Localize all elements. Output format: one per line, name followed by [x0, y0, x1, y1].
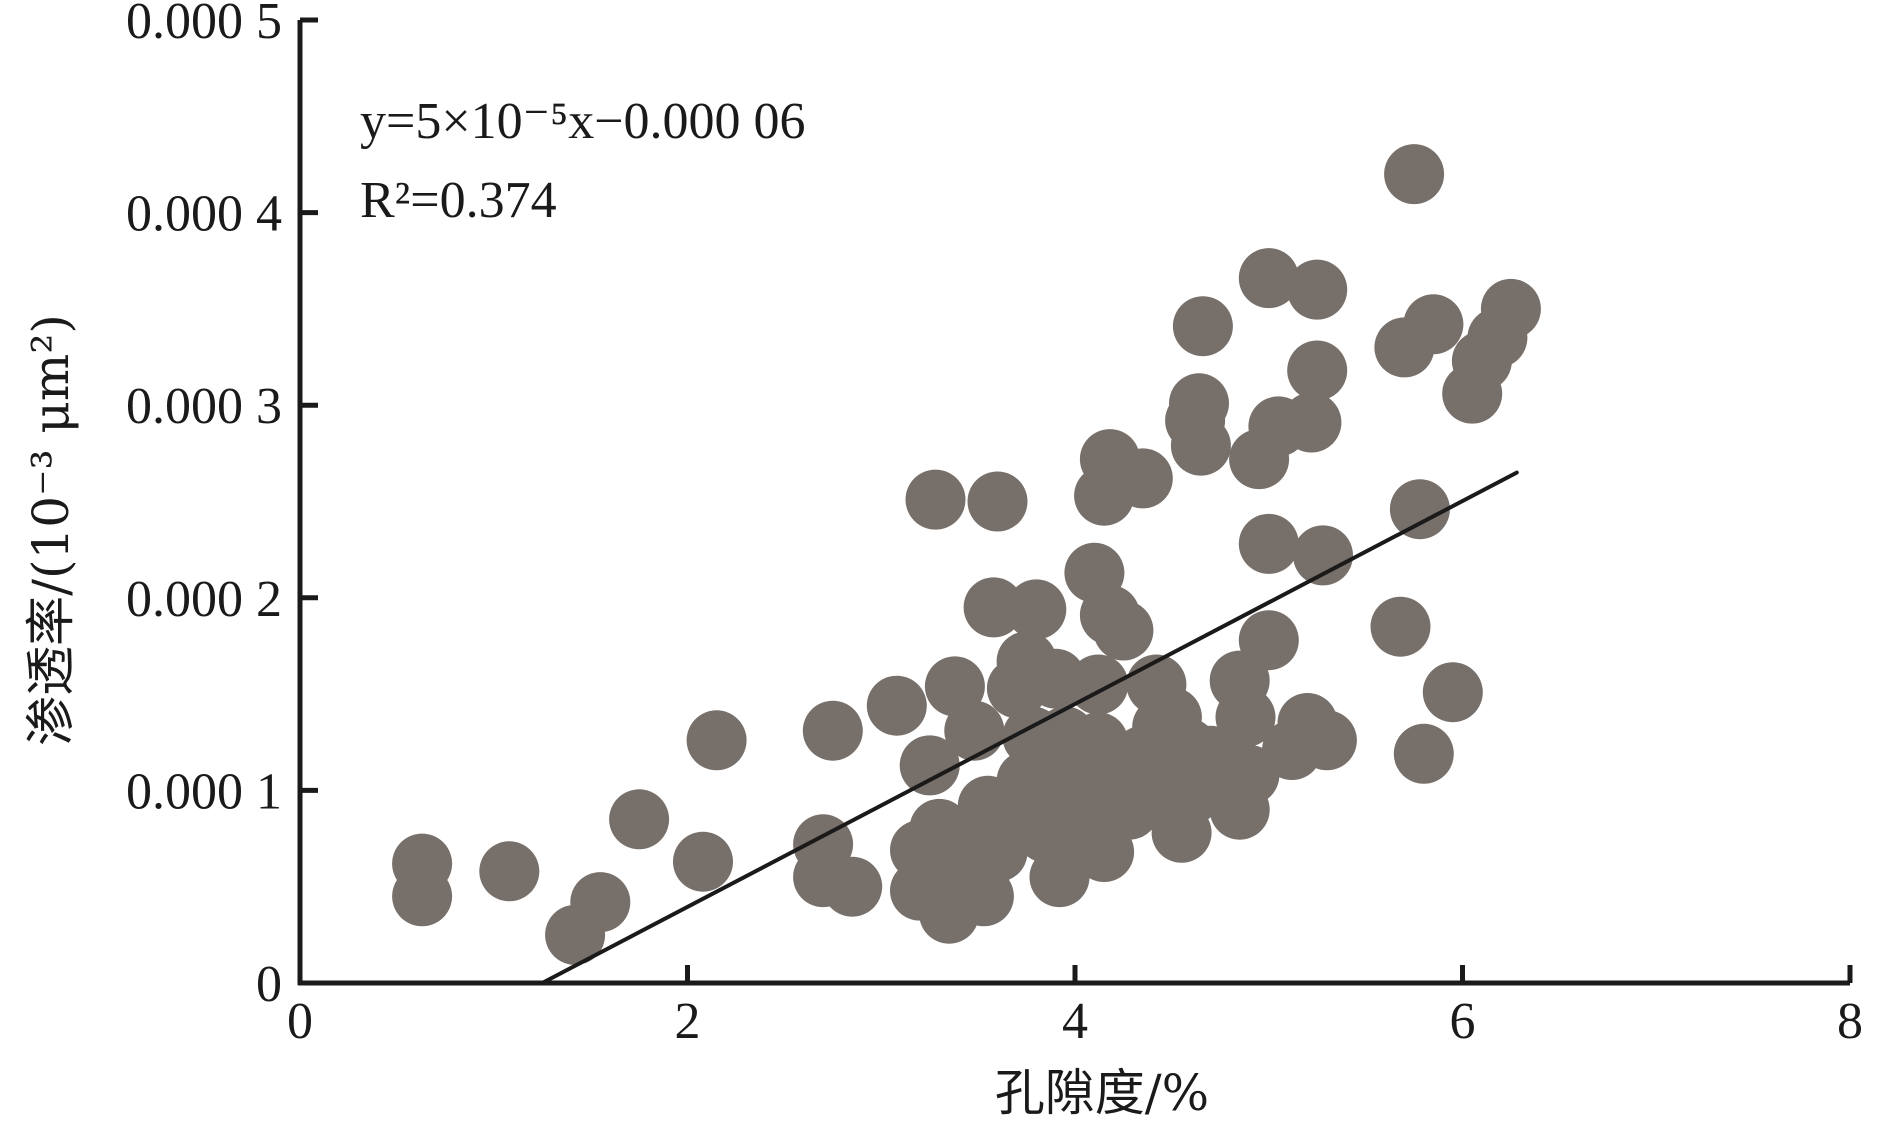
- data-point: [1093, 600, 1154, 661]
- data-point: [1384, 144, 1445, 205]
- data-point: [1170, 415, 1231, 476]
- data-point: [1480, 278, 1541, 339]
- data-point: [905, 469, 966, 530]
- data-point: [1403, 294, 1464, 355]
- data-points: [392, 144, 1541, 965]
- data-point: [866, 675, 927, 736]
- x-tick-label: 6: [1450, 993, 1476, 1050]
- data-point: [802, 700, 863, 761]
- data-point: [1215, 687, 1276, 748]
- data-point: [1370, 596, 1431, 657]
- data-point: [392, 866, 453, 927]
- data-point: [1281, 392, 1342, 453]
- axis-ticks: [297, 17, 1853, 986]
- data-point: [1287, 340, 1348, 401]
- data-point: [1238, 513, 1299, 574]
- data-point: [1169, 373, 1229, 434]
- y-tick-label: 0: [256, 956, 282, 1013]
- y-tick-label: 0.000 5: [126, 0, 282, 50]
- x-tick-label: 4: [1062, 993, 1088, 1050]
- data-point: [673, 831, 733, 892]
- y-tick-label: 0.000 4: [126, 186, 282, 243]
- data-point: [479, 841, 540, 902]
- data-point: [963, 577, 1024, 638]
- axis-tick-labels: 0 0.000 1 0.000 2 0.000 3 0.000 4 0.000 5 0 2 4 6…: [126, 0, 1863, 1050]
- x-tick-label: 0: [287, 993, 313, 1050]
- data-point: [609, 789, 670, 850]
- r-squared-label: R²=0.374: [360, 172, 557, 229]
- data-point: [1296, 710, 1357, 771]
- data-point: [686, 710, 747, 771]
- y-tick-label: 0.000 3: [126, 378, 282, 435]
- data-point: [1287, 259, 1348, 320]
- x-tick-label: 8: [1837, 993, 1863, 1050]
- regression-line: [540, 470, 1519, 985]
- data-point: [1006, 579, 1067, 640]
- data-point: [967, 471, 1028, 532]
- x-axis-title: 孔隙度/%: [995, 1064, 1209, 1122]
- data-point: [1393, 723, 1454, 784]
- data-point: [1293, 525, 1353, 586]
- data-point: [899, 735, 960, 796]
- y-tick-label: 0.000 2: [126, 571, 282, 628]
- data-point: [1422, 662, 1483, 723]
- data-point: [570, 872, 631, 933]
- data-point: [822, 856, 883, 917]
- data-point: [1112, 448, 1173, 509]
- data-point: [1389, 479, 1450, 540]
- y-axis-title: 渗透率/(10⁻³ μm²): [22, 314, 80, 746]
- data-point: [1068, 654, 1129, 715]
- y-tick-label: 0.000 1: [126, 763, 282, 820]
- data-point: [1172, 296, 1233, 357]
- regression-equation: y=5×10⁻⁵x−0.000 06: [360, 93, 806, 150]
- data-point: [944, 700, 1005, 761]
- data-point: [1238, 610, 1299, 671]
- x-tick-label: 2: [675, 993, 701, 1050]
- data-point: [1238, 248, 1299, 309]
